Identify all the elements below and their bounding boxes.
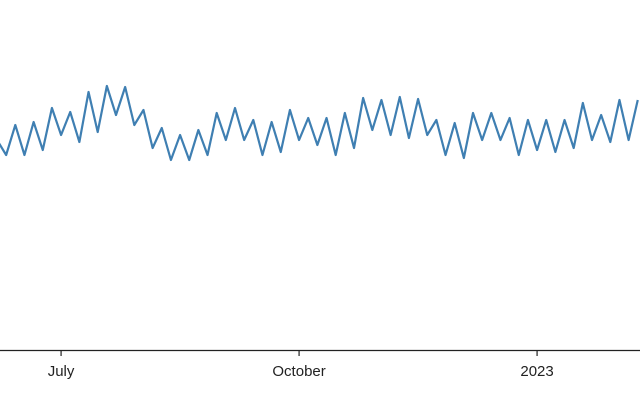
data-line [0,84,639,162]
x-tick-label: October [272,363,325,380]
x-tick-label: 2023 [520,363,553,380]
plot-area [0,84,639,162]
x-tick-label: July [48,363,75,380]
